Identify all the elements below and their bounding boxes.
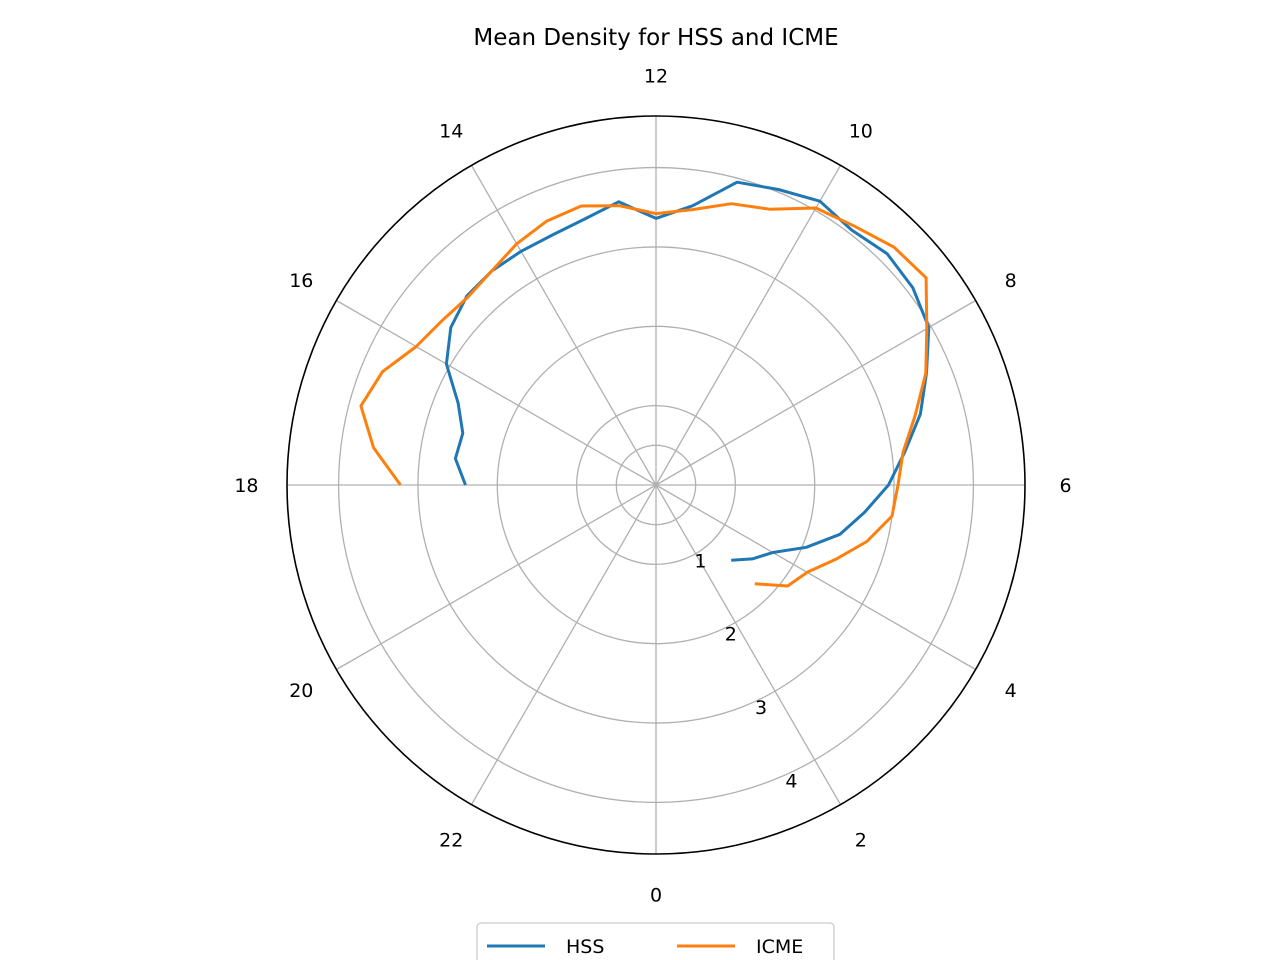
theta-tick-label: 2 xyxy=(855,830,867,852)
series-layer xyxy=(359,180,931,588)
r-tick-label: 1 xyxy=(694,550,706,572)
theta-gridline xyxy=(655,484,976,671)
theta-tick-label: 12 xyxy=(644,65,668,87)
theta-gridline xyxy=(470,165,657,486)
theta-gridline xyxy=(655,165,842,486)
chart-title: Mean Density for HSS and ICME xyxy=(473,25,838,51)
theta-tick-label: 16 xyxy=(289,270,313,292)
legend-label-hss: HSS xyxy=(566,936,604,958)
theta-gridline xyxy=(336,299,657,486)
theta-tick-label: 6 xyxy=(1060,475,1072,497)
theta-tick-label: 14 xyxy=(439,120,463,142)
r-tick-label: 4 xyxy=(785,770,797,792)
theta-gridline xyxy=(470,484,657,805)
r-gridline xyxy=(615,444,697,526)
theta-tick-label: 22 xyxy=(439,830,463,852)
legend-label-icme: ICME xyxy=(756,936,803,958)
theta-gridline xyxy=(655,299,976,486)
theta-gridline xyxy=(655,484,842,805)
theta-tick-label: 18 xyxy=(234,475,258,497)
theta-tick-label: 0 xyxy=(650,885,662,907)
polar-frame xyxy=(286,115,1026,855)
r-tick-label: 3 xyxy=(755,697,767,719)
r-gridline xyxy=(337,166,975,804)
theta-gridline xyxy=(336,484,657,671)
theta-tick-label: 10 xyxy=(849,120,873,142)
series-line-hss xyxy=(444,180,931,562)
theta-tick-label: 4 xyxy=(1005,680,1017,702)
series-line-icme xyxy=(359,202,929,588)
r-gridline xyxy=(575,404,737,566)
r-gridline xyxy=(417,246,895,724)
r-tick-label: 2 xyxy=(725,624,737,646)
r-gridline xyxy=(496,325,816,645)
legend-box xyxy=(476,922,835,960)
theta-tick-label: 20 xyxy=(289,680,313,702)
theta-tick-label: 8 xyxy=(1005,270,1017,292)
polar-grid xyxy=(286,115,1026,855)
legend: HSS ICME xyxy=(476,922,835,960)
